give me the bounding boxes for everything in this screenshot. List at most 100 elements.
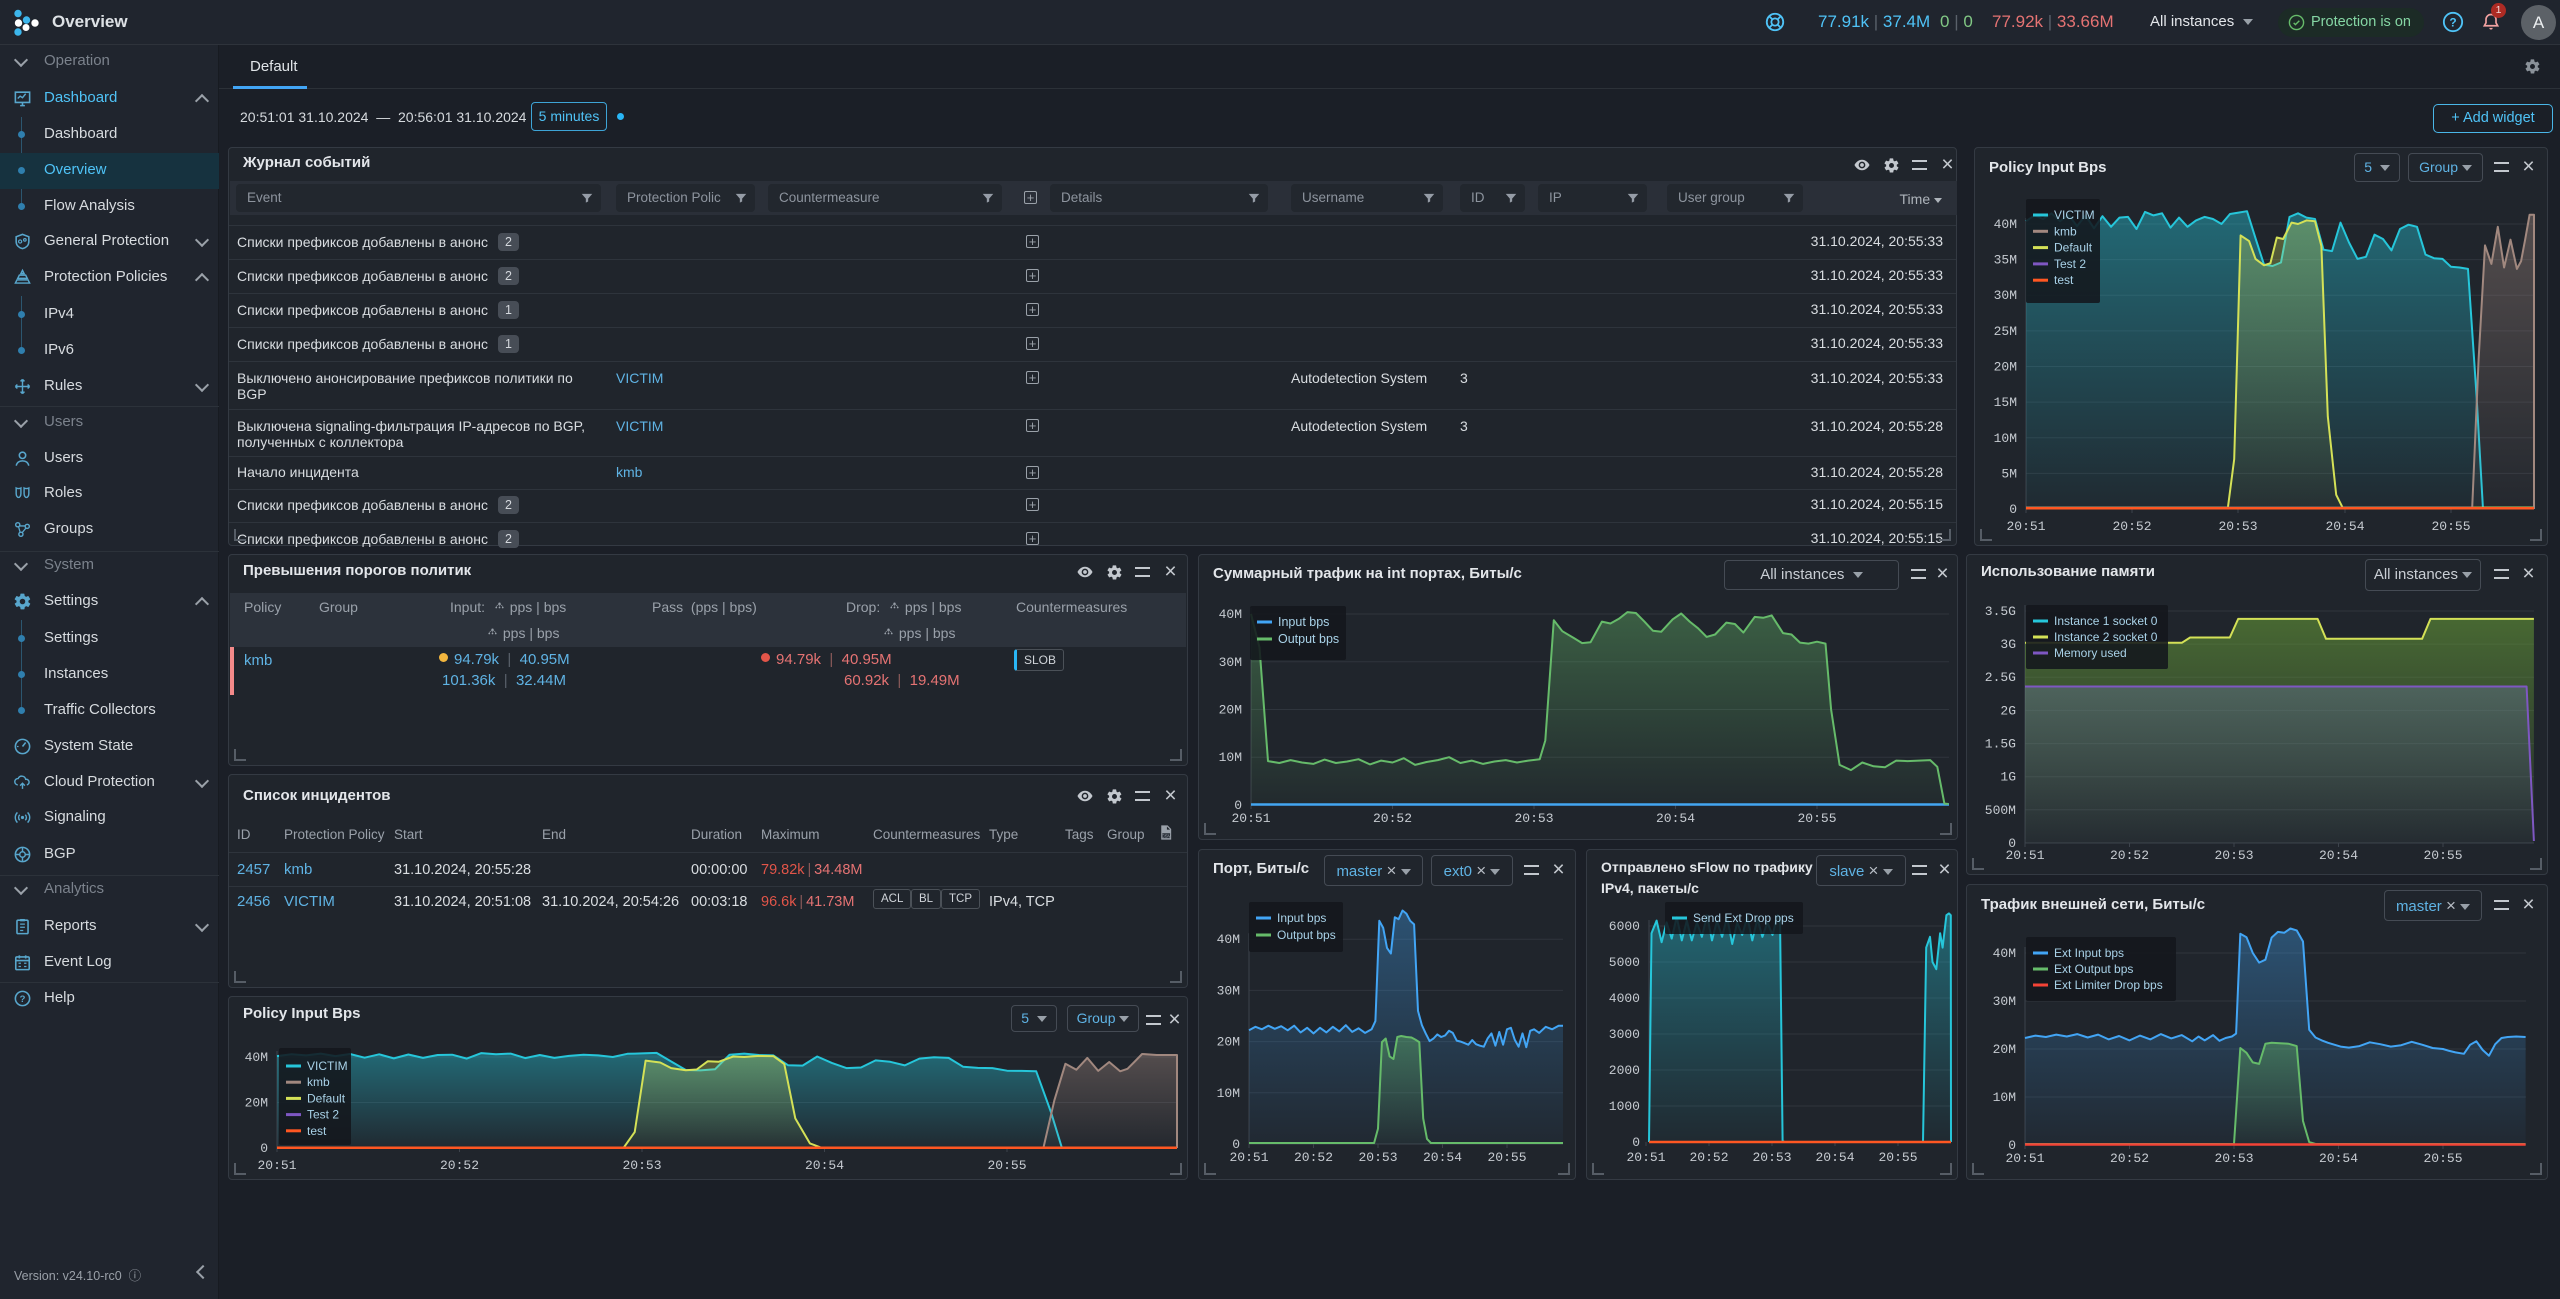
svg-text:20:51: 20:51 — [1229, 1150, 1268, 1165]
svg-text:20:55: 20:55 — [2423, 848, 2462, 863]
svg-text:30M: 30M — [1219, 655, 1242, 670]
svg-text:CSV: CSV — [1161, 833, 1171, 838]
svg-text:20:55: 20:55 — [1878, 1150, 1917, 1165]
svg-text:3.5G: 3.5G — [1985, 604, 2016, 619]
svg-text:20M: 20M — [1994, 360, 2017, 375]
svg-text:0: 0 — [1632, 1135, 1640, 1150]
svg-text:15M: 15M — [1994, 395, 2017, 410]
svg-text:40M: 40M — [245, 1050, 268, 1065]
svg-text:kmb: kmb — [307, 1075, 330, 1089]
svg-text:Output bps: Output bps — [1278, 632, 1339, 646]
svg-text:20:52: 20:52 — [2110, 848, 2149, 863]
svg-text:20M: 20M — [1217, 1035, 1240, 1050]
svg-text:20:52: 20:52 — [2110, 1151, 2149, 1166]
svg-text:20M: 20M — [245, 1096, 268, 1111]
svg-text:20:51: 20:51 — [257, 1158, 296, 1173]
svg-text:20:54: 20:54 — [2325, 519, 2364, 534]
svg-text:40M: 40M — [1993, 946, 2016, 961]
svg-text:20:55: 20:55 — [1797, 811, 1836, 826]
svg-text:20:51: 20:51 — [1626, 1150, 1665, 1165]
svg-text:40M: 40M — [1219, 607, 1242, 622]
svg-text:2.5G: 2.5G — [1985, 670, 2016, 685]
svg-text:2G: 2G — [2000, 703, 2016, 718]
svg-text:Ext Output bps: Ext Output bps — [2054, 962, 2133, 976]
svg-text:20:52: 20:52 — [1373, 811, 1412, 826]
svg-text:20:52: 20:52 — [440, 1158, 479, 1173]
svg-text:20:52: 20:52 — [1294, 1150, 1333, 1165]
svg-text:20:51: 20:51 — [1231, 811, 1270, 826]
svg-text:20:55: 20:55 — [2423, 1151, 2462, 1166]
svg-text:6000: 6000 — [1609, 919, 1640, 934]
svg-text:Input bps: Input bps — [1278, 615, 1329, 629]
svg-text:20:54: 20:54 — [1423, 1150, 1462, 1165]
svg-text:Default: Default — [2054, 241, 2093, 255]
svg-text:Input bps: Input bps — [1277, 911, 1326, 925]
svg-text:20:54: 20:54 — [2319, 1151, 2358, 1166]
svg-text:20:53: 20:53 — [1358, 1150, 1397, 1165]
svg-text:20M: 20M — [1993, 1042, 2016, 1057]
svg-text:20:51: 20:51 — [2005, 1151, 2044, 1166]
svg-text:20:55: 20:55 — [1487, 1150, 1526, 1165]
svg-text:10M: 10M — [1993, 1090, 2016, 1105]
svg-text:10M: 10M — [1219, 750, 1242, 765]
svg-text:20:55: 20:55 — [987, 1158, 1026, 1173]
svg-text:test: test — [307, 1124, 327, 1138]
svg-text:20:53: 20:53 — [1514, 811, 1553, 826]
svg-text:20:54: 20:54 — [805, 1158, 844, 1173]
svg-text:20:54: 20:54 — [1656, 811, 1695, 826]
svg-text:1G: 1G — [2000, 770, 2016, 785]
svg-text:20:52: 20:52 — [2112, 519, 2151, 534]
svg-text:0: 0 — [1234, 798, 1242, 813]
svg-text:Memory used: Memory used — [2054, 646, 2127, 660]
svg-text:20:55: 20:55 — [2431, 519, 2470, 534]
svg-text:5M: 5M — [2001, 466, 2017, 481]
svg-text:20:53: 20:53 — [2214, 848, 2253, 863]
svg-text:Test 2: Test 2 — [2054, 257, 2086, 271]
svg-text:?: ? — [20, 994, 26, 1005]
svg-text:20M: 20M — [1219, 703, 1242, 718]
svg-text:0: 0 — [1232, 1137, 1240, 1152]
svg-text:0: 0 — [2008, 1138, 2016, 1153]
svg-text:20:51: 20:51 — [2005, 848, 2044, 863]
svg-text:40M: 40M — [1217, 932, 1240, 947]
svg-text:25M: 25M — [1994, 324, 2017, 339]
svg-text:20:53: 20:53 — [622, 1158, 661, 1173]
svg-text:30M: 30M — [1217, 983, 1240, 998]
svg-text:Default: Default — [307, 1091, 346, 1105]
svg-text:10M: 10M — [1994, 431, 2017, 446]
svg-text:0: 0 — [260, 1141, 268, 1156]
svg-text:Ext Input bps: Ext Input bps — [2054, 946, 2124, 960]
svg-text:VICTIM: VICTIM — [307, 1059, 348, 1073]
svg-text:Ext Limiter Drop bps: Ext Limiter Drop bps — [2054, 978, 2163, 992]
svg-text:1.5G: 1.5G — [1985, 737, 2016, 752]
svg-text:Output bps: Output bps — [1277, 928, 1336, 942]
svg-text:0: 0 — [2009, 502, 2017, 517]
svg-text:20:53: 20:53 — [1752, 1150, 1791, 1165]
svg-text:Instance 2 socket 0: Instance 2 socket 0 — [2054, 630, 2158, 644]
svg-text:kmb: kmb — [2054, 224, 2077, 238]
svg-text:2000: 2000 — [1609, 1063, 1640, 1078]
svg-text:?: ? — [2449, 16, 2456, 30]
svg-text:5000: 5000 — [1609, 955, 1640, 970]
svg-text:3G: 3G — [2000, 637, 2016, 652]
svg-text:VICTIM: VICTIM — [2054, 208, 2095, 222]
svg-text:Instance 1 socket 0: Instance 1 socket 0 — [2054, 614, 2158, 628]
svg-text:20:54: 20:54 — [2319, 848, 2358, 863]
svg-text:3000: 3000 — [1609, 1027, 1640, 1042]
svg-text:35M: 35M — [1994, 253, 2017, 268]
svg-text:10M: 10M — [1217, 1086, 1240, 1101]
svg-text:test: test — [2054, 273, 2074, 287]
svg-text:4000: 4000 — [1609, 991, 1640, 1006]
svg-text:20:51: 20:51 — [2006, 519, 2045, 534]
svg-text:Send Ext Drop pps: Send Ext Drop pps — [1693, 911, 1794, 925]
svg-text:0: 0 — [2008, 836, 2016, 851]
svg-text:30M: 30M — [1994, 288, 2017, 303]
svg-text:30M: 30M — [1993, 994, 2016, 1009]
svg-text:40M: 40M — [1994, 217, 2017, 232]
svg-text:20:54: 20:54 — [1815, 1150, 1854, 1165]
svg-text:20:53: 20:53 — [2214, 1151, 2253, 1166]
svg-text:20:53: 20:53 — [2218, 519, 2257, 534]
svg-text:20:52: 20:52 — [1689, 1150, 1728, 1165]
svg-text:Test 2: Test 2 — [307, 1108, 339, 1122]
svg-text:1000: 1000 — [1609, 1099, 1640, 1114]
